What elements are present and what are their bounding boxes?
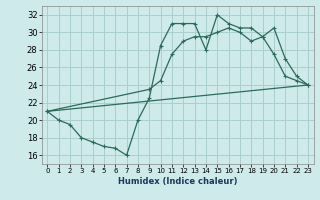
X-axis label: Humidex (Indice chaleur): Humidex (Indice chaleur)	[118, 177, 237, 186]
